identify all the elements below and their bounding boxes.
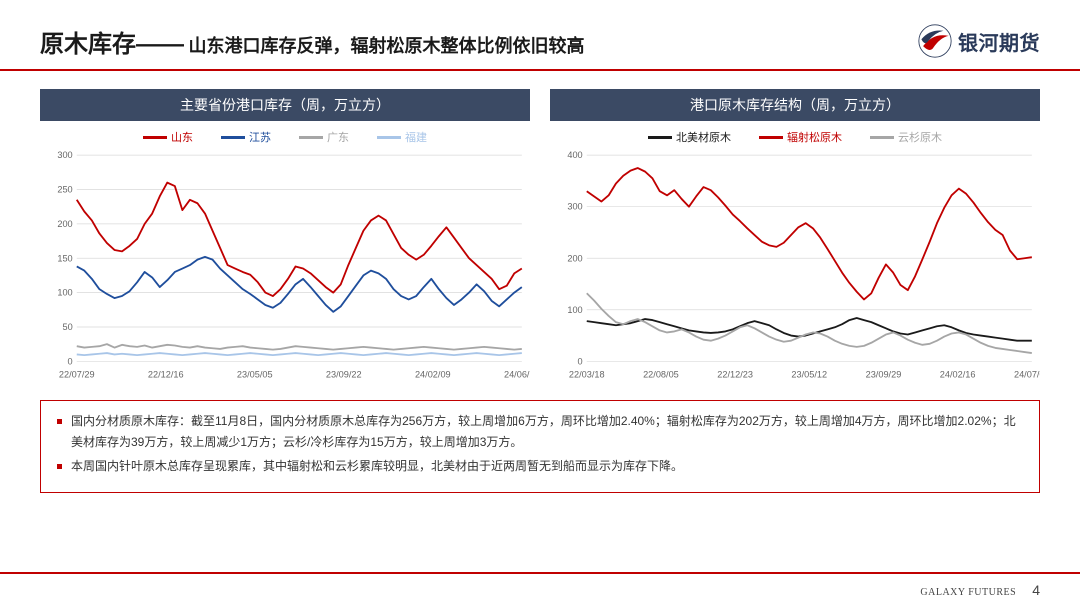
bullet-item: 本周国内针叶原木总库存呈现累库，其中辐射松和云杉累库较明显，北美材由于近两周暂无…: [57, 456, 1023, 478]
footer-brand: Galaxy Futures: [920, 587, 1016, 598]
bullet-item: 国内分材质原木库存：截至11月8日，国内分材质原木总库存为256万方，较上周增加…: [57, 411, 1023, 454]
svg-text:300: 300: [57, 150, 72, 160]
chart-left-svg: 0 50 100 150 200 250 300 22/07/29 22/12/16 23/05/…: [40, 149, 530, 384]
brand-logo: 银河期货: [918, 24, 1040, 58]
page-number: 4: [1032, 582, 1040, 598]
legend-item: 云杉原木: [870, 129, 942, 145]
legend-label: 江苏: [249, 129, 271, 145]
svg-text:50: 50: [62, 322, 72, 332]
svg-text:23/09/29: 23/09/29: [866, 370, 902, 380]
legend-item: 福建: [377, 129, 427, 145]
legend-swatch: [299, 136, 323, 139]
legend-swatch: [221, 136, 245, 139]
svg-text:24/02/16: 24/02/16: [940, 370, 976, 380]
svg-text:250: 250: [57, 185, 72, 195]
chart-right-svg: 0 100 200 300 400 22/03/18 22/08/05 22/12/23 23/…: [550, 149, 1040, 384]
svg-text:100: 100: [567, 305, 582, 315]
legend-swatch: [648, 136, 672, 139]
notes-box: 国内分材质原木库存：截至11月8日，国内分材质原木总库存为256万方，较上周增加…: [40, 400, 1040, 493]
svg-text:0: 0: [68, 356, 73, 366]
chart-right-title: 港口原木库存结构（周，万立方）: [550, 89, 1040, 121]
svg-text:150: 150: [57, 253, 72, 263]
legend-label: 山东: [171, 129, 193, 145]
svg-text:22/07/29: 22/07/29: [59, 370, 95, 380]
title-main: 原木库存——: [40, 31, 184, 58]
svg-text:23/05/05: 23/05/05: [237, 370, 273, 380]
legend-label: 广东: [327, 129, 349, 145]
legend-swatch: [759, 136, 783, 139]
chart-left-legend: 山东 江苏 广东 福建: [40, 129, 530, 145]
chart-left-title: 主要省份港口库存（周，万立方）: [40, 89, 530, 121]
svg-text:400: 400: [567, 150, 582, 160]
svg-text:300: 300: [567, 202, 582, 212]
legend-label: 辐射松原木: [787, 129, 842, 145]
legend-swatch: [377, 136, 401, 139]
legend-swatch: [870, 136, 894, 139]
svg-text:23/09/22: 23/09/22: [326, 370, 362, 380]
footer: Galaxy Futures 4: [0, 572, 1080, 598]
svg-text:0: 0: [578, 356, 583, 366]
svg-text:22/03/18: 22/03/18: [569, 370, 605, 380]
chart-panel-left: 主要省份港口库存（周，万立方） 山东 江苏 广东 福建 0 50 100 150 200 250…: [40, 89, 530, 384]
svg-text:23/05/12: 23/05/12: [791, 370, 827, 380]
chart-panel-right: 港口原木库存结构（周，万立方） 北美材原木 辐射松原木 云杉原木 0 100 200 30…: [550, 89, 1040, 384]
legend-item: 北美材原木: [648, 129, 731, 145]
legend-swatch: [143, 136, 167, 139]
legend-item: 广东: [299, 129, 349, 145]
svg-text:22/08/05: 22/08/05: [643, 370, 679, 380]
svg-text:100: 100: [57, 288, 72, 298]
page-title-block: 原木库存—— 山东港口库存反弹，辐射松原木整体比例依旧较高: [40, 24, 918, 59]
svg-text:22/12/16: 22/12/16: [148, 370, 184, 380]
legend-item: 辐射松原木: [759, 129, 842, 145]
svg-text:200: 200: [567, 253, 582, 263]
svg-text:22/12/23: 22/12/23: [717, 370, 753, 380]
chart-right-legend: 北美材原木 辐射松原木 云杉原木: [550, 129, 1040, 145]
title-sub: 山东港口库存反弹，辐射松原木整体比例依旧较高: [188, 36, 584, 56]
title-underline: [0, 69, 1080, 71]
legend-label: 北美材原木: [676, 129, 731, 145]
legend-item: 山东: [143, 129, 193, 145]
svg-text:24/07/05: 24/07/05: [1014, 370, 1040, 380]
svg-text:24/02/09: 24/02/09: [415, 370, 451, 380]
svg-text:24/06/28: 24/06/28: [504, 370, 530, 380]
legend-item: 江苏: [221, 129, 271, 145]
legend-label: 云杉原木: [898, 129, 942, 145]
galaxy-swoosh-icon: [918, 24, 952, 58]
legend-label: 福建: [405, 129, 427, 145]
svg-text:200: 200: [57, 219, 72, 229]
logo-text: 银河期货: [958, 27, 1040, 56]
